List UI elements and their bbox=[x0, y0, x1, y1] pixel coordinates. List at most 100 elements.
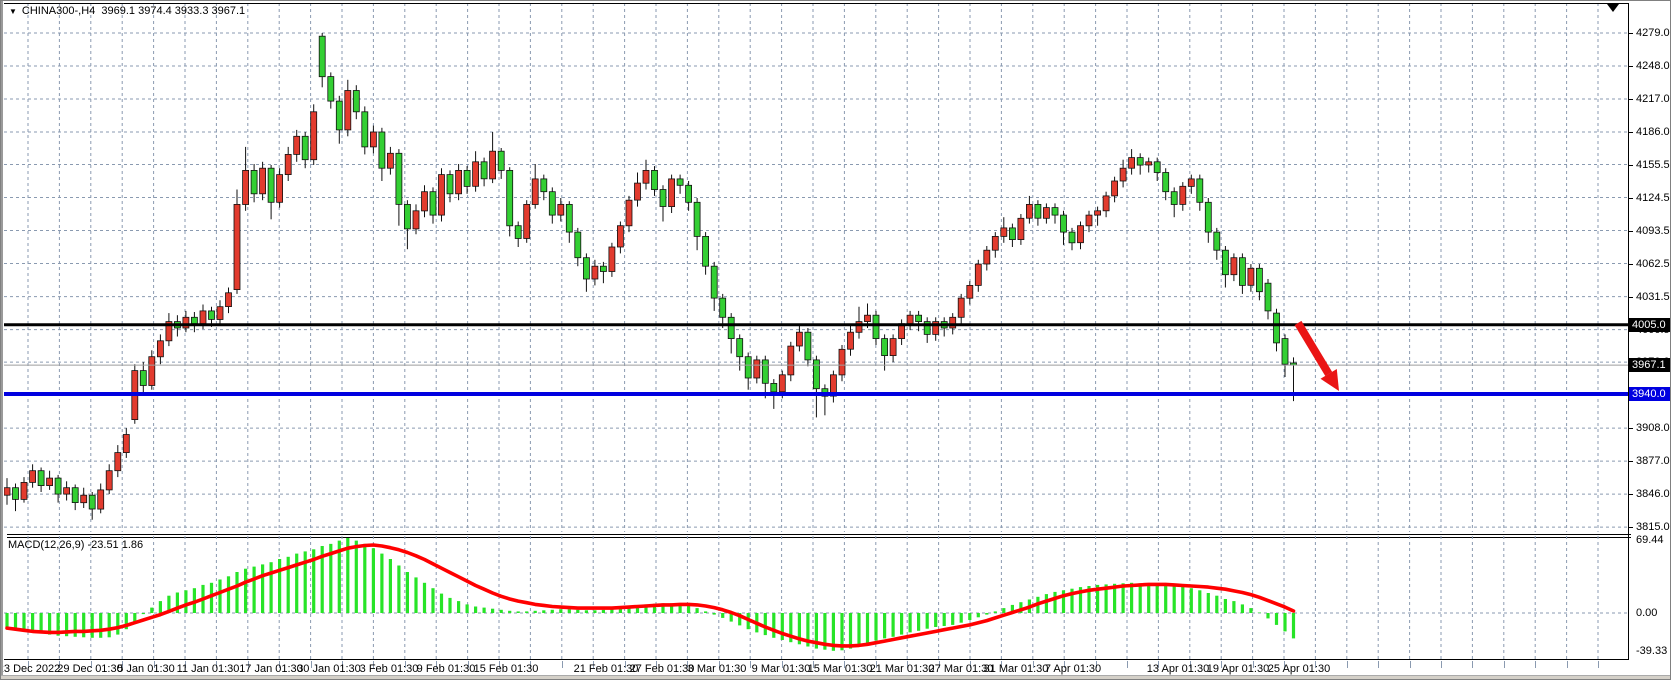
candle-body bbox=[753, 359, 761, 379]
candle-body bbox=[29, 470, 37, 483]
price-tick-label: 4217.0 bbox=[1636, 93, 1670, 105]
candle-body bbox=[957, 297, 965, 318]
candle-body bbox=[600, 265, 607, 272]
time-tick-label: 19 Apr 01:30 bbox=[1206, 663, 1270, 675]
time-tick-mark bbox=[90, 661, 92, 668]
candle-body bbox=[148, 356, 156, 386]
time-tick-mark bbox=[593, 661, 595, 668]
candle-body bbox=[250, 169, 258, 195]
candle-body bbox=[761, 359, 769, 384]
trend-arrow-shaft[interactable] bbox=[1294, 320, 1333, 376]
candle-body bbox=[395, 152, 403, 205]
time-tick-label: 23 Dec 2022 bbox=[0, 663, 61, 675]
candle-body bbox=[932, 321, 940, 335]
time-tick-mark bbox=[1503, 661, 1505, 668]
trend-arrow-head[interactable] bbox=[1320, 369, 1340, 391]
time-tick-mark bbox=[1127, 661, 1128, 668]
candle-body bbox=[114, 452, 122, 472]
macd-indicator-name: MACD(12,26,9) bbox=[8, 539, 85, 551]
candle-body bbox=[12, 487, 19, 500]
time-tick-mark bbox=[185, 661, 186, 668]
time-tick-mark bbox=[718, 661, 720, 668]
price-tick-label: 3815.0 bbox=[1636, 521, 1670, 534]
candle-body bbox=[693, 201, 701, 237]
candle-body bbox=[864, 314, 871, 323]
time-axis[interactable]: 23 Dec 2022 29 Dec 01:30 5 Jan 01:30 11 Jan… bbox=[0, 660, 1670, 675]
time-tick-mark bbox=[656, 661, 657, 668]
time-tick-label: 5 Jan 01:30 bbox=[117, 663, 175, 675]
time-tick-mark bbox=[310, 661, 312, 668]
time-tick-mark bbox=[467, 661, 469, 668]
candle-body bbox=[796, 331, 803, 347]
time-tick-label: 31 Mar 01:30 bbox=[983, 663, 1049, 675]
candle-body bbox=[565, 203, 573, 233]
candle-body bbox=[97, 489, 105, 510]
candle-body bbox=[267, 167, 275, 203]
price-tick-label: 4093.5 bbox=[1636, 224, 1670, 237]
time-tick-mark bbox=[1284, 661, 1285, 668]
candle-body bbox=[676, 178, 684, 186]
macd-axis-label: 0.00 bbox=[1636, 607, 1658, 619]
candle-body bbox=[293, 135, 301, 155]
candle-body bbox=[1187, 178, 1195, 187]
candle-body bbox=[651, 169, 658, 190]
time-tick-label: 29 Dec 01:30 bbox=[57, 663, 123, 675]
candle-body bbox=[216, 306, 224, 320]
price-axis[interactable]: 4279.0 4248.0 4217.0 4186.0 4155.5 4124.5 4093… bbox=[1628, 1, 1670, 660]
candle-body bbox=[190, 316, 198, 325]
candle-body bbox=[20, 481, 28, 500]
time-tick-mark bbox=[404, 661, 406, 668]
candle-body bbox=[438, 174, 445, 216]
time-tick-mark bbox=[938, 661, 940, 668]
candle-body bbox=[1179, 185, 1187, 205]
time-tick-mark bbox=[1598, 661, 1599, 668]
symbol-dropdown-icon[interactable]: ▼ bbox=[9, 7, 17, 16]
time-tick-mark bbox=[750, 661, 752, 668]
candle-body bbox=[37, 470, 45, 487]
candle-body bbox=[583, 257, 590, 280]
price-label-3940.0: 3940.0 bbox=[1629, 387, 1670, 401]
candle-body bbox=[455, 169, 463, 195]
macd-indicator-pane[interactable] bbox=[4, 536, 1628, 660]
candle-body bbox=[369, 131, 377, 148]
candle-body bbox=[46, 477, 53, 487]
candle-body bbox=[608, 246, 616, 272]
candle-body bbox=[830, 374, 837, 397]
candle-body bbox=[225, 292, 232, 307]
candle-body bbox=[881, 338, 888, 357]
candle-body bbox=[429, 191, 437, 216]
candle-body bbox=[412, 210, 420, 230]
candle-body bbox=[1119, 167, 1127, 182]
price-tick-label: 4031.5 bbox=[1636, 290, 1670, 303]
candle-body bbox=[4, 487, 11, 496]
pane-separator[interactable] bbox=[7, 534, 1631, 538]
candle-body bbox=[1222, 249, 1229, 276]
time-tick-mark bbox=[1472, 661, 1474, 668]
candle-body bbox=[165, 321, 173, 342]
time-tick-mark bbox=[436, 661, 438, 668]
candle-body bbox=[1017, 217, 1025, 241]
candle-body bbox=[1085, 214, 1093, 227]
price-tick-mark bbox=[1628, 33, 1633, 34]
candle-body bbox=[991, 235, 999, 251]
candle-body bbox=[659, 189, 667, 207]
chart-shift-marker-icon[interactable] bbox=[1607, 4, 1619, 12]
time-tick-mark bbox=[216, 661, 218, 668]
candle-body bbox=[642, 169, 650, 184]
candle-body bbox=[276, 174, 284, 203]
price-chart[interactable] bbox=[4, 3, 1628, 532]
candle-body bbox=[1026, 203, 1033, 219]
candle-body bbox=[71, 487, 79, 504]
time-tick-mark bbox=[122, 661, 124, 668]
ohlc-values: 3969.1 3974.4 3933.3 3967.1 bbox=[101, 5, 246, 17]
candle-body bbox=[199, 310, 207, 325]
price-tick-label: 4186.0 bbox=[1636, 126, 1670, 138]
price-tick-label: 4062.5 bbox=[1636, 257, 1670, 270]
candle-body bbox=[523, 203, 531, 239]
candle-body bbox=[974, 263, 982, 286]
time-tick-mark bbox=[1252, 661, 1254, 668]
candle-body bbox=[446, 174, 454, 195]
candle-body bbox=[88, 494, 96, 510]
time-tick-mark bbox=[499, 661, 500, 668]
time-tick-label: 9 Feb 01:30 bbox=[416, 663, 476, 675]
